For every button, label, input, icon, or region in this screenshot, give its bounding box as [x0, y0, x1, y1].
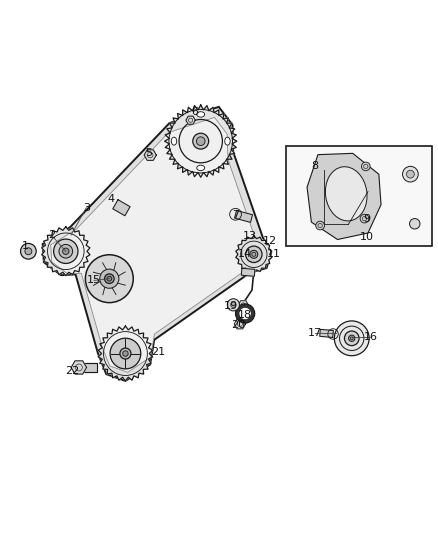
Circle shape	[21, 244, 36, 259]
Polygon shape	[79, 362, 97, 372]
Circle shape	[403, 166, 418, 182]
Polygon shape	[113, 200, 130, 216]
Text: 18: 18	[238, 310, 252, 320]
Polygon shape	[51, 117, 263, 373]
Circle shape	[107, 276, 112, 281]
Circle shape	[246, 246, 262, 263]
Polygon shape	[71, 361, 87, 374]
Text: 16: 16	[364, 332, 378, 342]
Circle shape	[360, 214, 369, 223]
Circle shape	[193, 133, 208, 149]
Circle shape	[85, 255, 133, 303]
Ellipse shape	[171, 137, 177, 145]
Text: 12: 12	[263, 236, 277, 246]
Circle shape	[349, 335, 355, 342]
Polygon shape	[234, 211, 253, 222]
Text: 7: 7	[232, 210, 239, 220]
Circle shape	[25, 248, 32, 255]
Circle shape	[316, 221, 325, 230]
Text: 17: 17	[307, 328, 322, 337]
Circle shape	[236, 304, 254, 323]
Circle shape	[334, 321, 369, 356]
Circle shape	[105, 274, 114, 284]
Bar	[286, 147, 432, 246]
Text: 1: 1	[22, 240, 29, 251]
Circle shape	[110, 338, 141, 369]
Text: 6: 6	[191, 107, 198, 117]
Text: 10: 10	[360, 232, 374, 243]
Polygon shape	[42, 227, 90, 276]
Text: 9: 9	[364, 214, 371, 224]
Text: 19: 19	[224, 301, 238, 311]
Circle shape	[120, 348, 131, 359]
Circle shape	[196, 137, 205, 146]
Text: 21: 21	[151, 347, 165, 357]
Circle shape	[250, 251, 258, 259]
Polygon shape	[238, 301, 248, 310]
Polygon shape	[307, 154, 381, 239]
Polygon shape	[186, 116, 195, 124]
Polygon shape	[234, 319, 246, 329]
Polygon shape	[320, 329, 333, 337]
Text: 15: 15	[87, 276, 101, 286]
Ellipse shape	[197, 165, 205, 171]
Polygon shape	[42, 107, 271, 381]
Text: 20: 20	[232, 320, 246, 330]
Circle shape	[239, 308, 251, 320]
Circle shape	[227, 298, 240, 311]
Ellipse shape	[225, 137, 230, 145]
Polygon shape	[241, 268, 255, 276]
Text: 22: 22	[65, 366, 79, 376]
Circle shape	[406, 170, 414, 178]
Polygon shape	[144, 150, 156, 160]
Circle shape	[410, 219, 420, 229]
Circle shape	[123, 351, 128, 356]
Polygon shape	[165, 105, 237, 177]
Circle shape	[53, 239, 78, 263]
Text: 13: 13	[243, 231, 257, 241]
Ellipse shape	[325, 167, 367, 221]
Ellipse shape	[197, 112, 205, 117]
Text: 14: 14	[238, 249, 252, 260]
Circle shape	[63, 248, 69, 254]
Circle shape	[231, 302, 236, 308]
Text: 3: 3	[83, 203, 90, 213]
Text: 4: 4	[107, 194, 115, 204]
Polygon shape	[98, 326, 153, 381]
Circle shape	[59, 245, 73, 258]
Circle shape	[361, 162, 370, 171]
Circle shape	[344, 331, 359, 345]
Text: 5: 5	[145, 148, 152, 158]
Text: 11: 11	[267, 249, 281, 260]
Circle shape	[100, 269, 119, 288]
Text: 2: 2	[48, 230, 55, 240]
Polygon shape	[236, 236, 272, 272]
Text: 8: 8	[311, 161, 318, 172]
